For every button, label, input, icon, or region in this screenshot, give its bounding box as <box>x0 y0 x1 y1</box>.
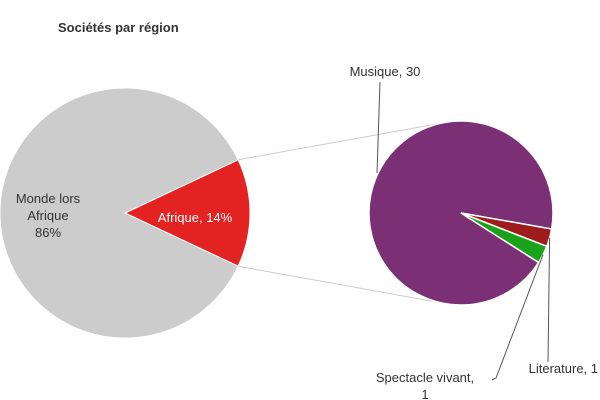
leader-line-literature <box>547 237 551 363</box>
primary-pie <box>0 87 251 339</box>
connector-line-bottom <box>238 265 449 305</box>
pie-slice-monde <box>0 87 239 339</box>
pie-label-spectacle: Spectacle vivant, 1 <box>376 370 474 400</box>
pie-label-monde: Monde lors Afrique 86% <box>16 191 81 240</box>
slice-labels: Monde lors Afrique 86% Afrique, 14% Musique,… <box>16 64 598 400</box>
chart-title: Sociétés par région <box>58 20 179 35</box>
secondary-pie <box>368 120 554 306</box>
leader-line-spectacle <box>491 254 544 381</box>
pie-label-literature: Literature, 1 <box>529 361 598 376</box>
connector-line-top <box>238 121 449 161</box>
leader-line-musique <box>376 81 381 174</box>
pie-slice-spectacle <box>460 212 548 264</box>
pie-slice-afrique <box>123 159 251 267</box>
pie-label-musique: Musique, 30 <box>350 64 421 79</box>
pie-label-afrique: Afrique, 14% <box>158 210 233 225</box>
connector-lines <box>238 121 449 305</box>
